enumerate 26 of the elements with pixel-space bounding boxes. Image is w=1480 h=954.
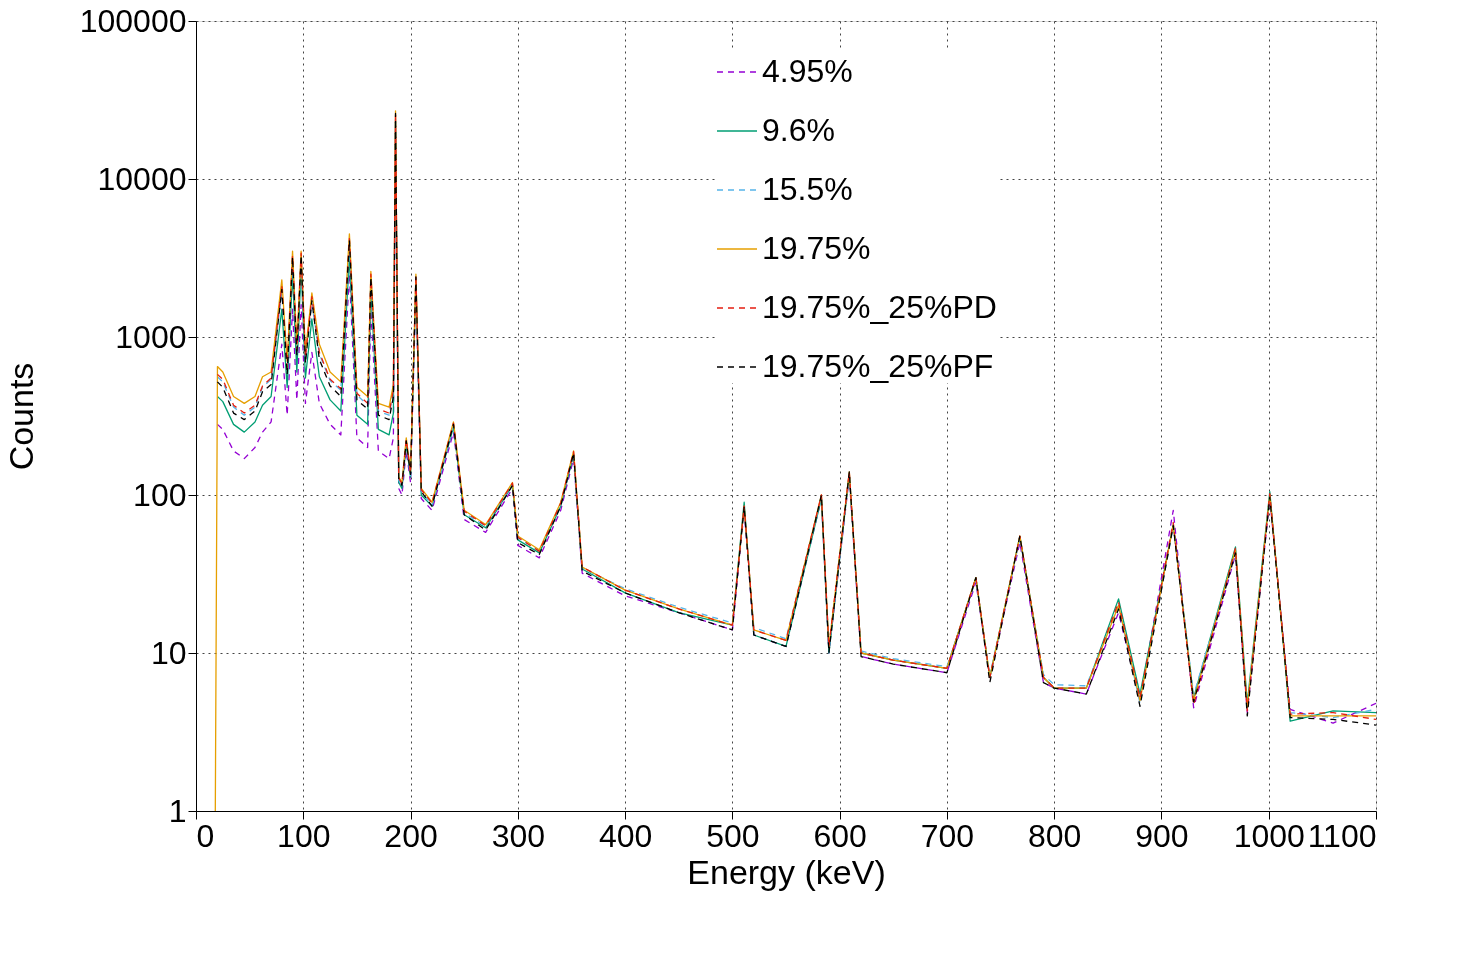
x-tick-label: 900 <box>1135 817 1189 854</box>
y-tick-label: 10 <box>150 634 187 671</box>
y-tick-label: 100000 <box>79 2 187 39</box>
y-axis-title: Counts <box>1 362 40 471</box>
legend-label: 9.6% <box>762 112 835 148</box>
x-tick-label: 0 <box>196 817 215 854</box>
x-tick-label: 800 <box>1027 817 1082 854</box>
x-axis-title: Energy (keV) <box>687 852 886 891</box>
legend-label: 19.75%_25%PD <box>762 289 997 325</box>
y-tick-label: 10000 <box>97 160 187 197</box>
x-tick-label: 400 <box>598 817 653 854</box>
x-tick-label: 1100 <box>1307 817 1377 854</box>
x-tick-label: 700 <box>920 817 975 854</box>
x-tick-label: 1000 <box>1233 817 1305 854</box>
x-tick-label: 600 <box>813 817 867 854</box>
x-tick-label: 100 <box>277 817 331 854</box>
legend-label: 4.95% <box>762 53 853 89</box>
legend-label: 19.75%_25%PF <box>762 348 994 384</box>
y-tick-label: 100 <box>133 476 187 513</box>
legend-label: 19.75% <box>762 230 871 266</box>
x-tick-label: 200 <box>384 817 438 854</box>
legend-label: 15.5% <box>762 171 853 207</box>
y-tick-label: 1000 <box>115 318 187 355</box>
y-tick-label: 1 <box>168 792 187 829</box>
x-tick-label: 300 <box>491 817 546 854</box>
x-tick-label: 500 <box>706 817 760 854</box>
